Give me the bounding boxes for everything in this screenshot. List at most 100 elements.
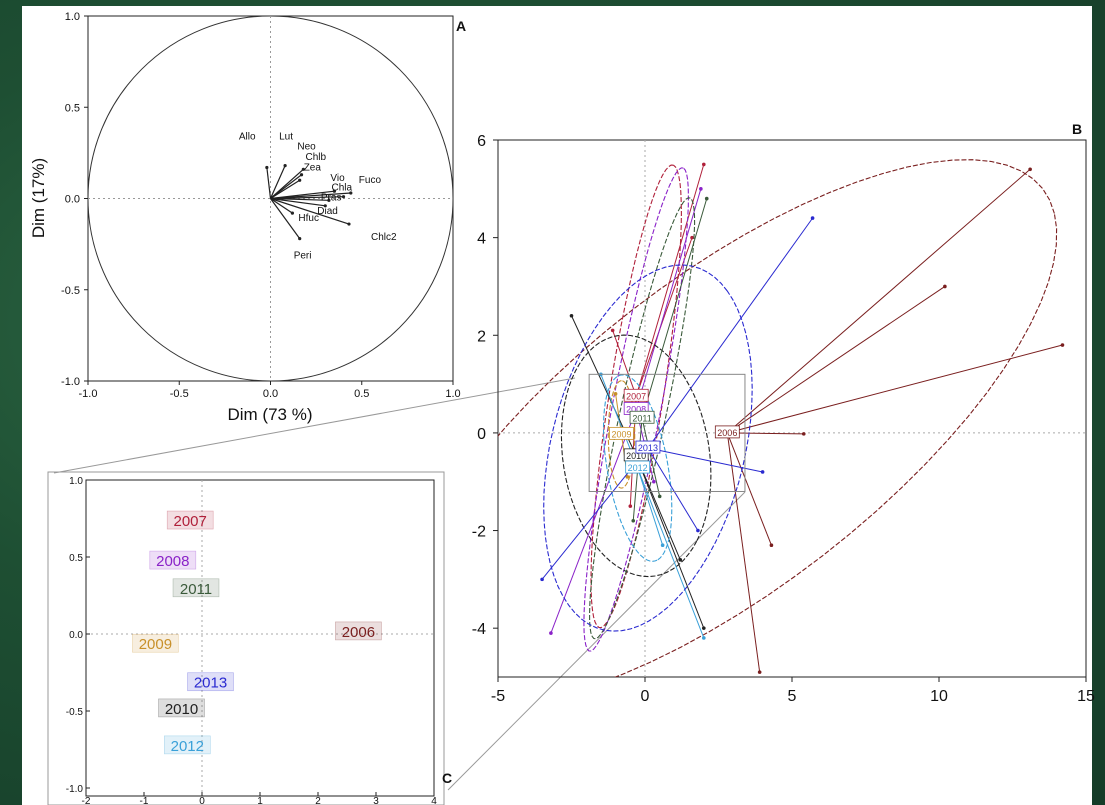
vector-pras xyxy=(270,197,329,201)
year-label-2010: 2010 xyxy=(165,701,198,718)
point-2013 xyxy=(540,577,544,582)
figure-panel xyxy=(22,6,1092,805)
point-2012 xyxy=(660,543,665,547)
panel-a-ytick-label: -0.5 xyxy=(61,285,80,297)
spoke-2008 xyxy=(550,409,637,634)
panel-c-ytick-label: 1.0 xyxy=(69,476,83,487)
centroid-box-2006 xyxy=(714,425,740,439)
centroid-box-2007 xyxy=(623,388,649,402)
ellipse-2006 xyxy=(498,159,1058,677)
spoke-2006 xyxy=(726,168,1031,434)
point-2013 xyxy=(760,470,765,474)
panel-c-xtick-label: 0 xyxy=(199,796,205,805)
centroid-label-2008: 2008 xyxy=(626,404,646,414)
ellipse-2011 xyxy=(589,197,696,640)
panel-c-letter: C xyxy=(442,770,452,786)
ellipse-2013 xyxy=(543,264,753,632)
panel-a-xlabel: Dim (73 %) xyxy=(227,405,312,424)
vector-label-hfuc: Hfuc xyxy=(298,213,319,224)
vector-chlc2 xyxy=(270,197,350,225)
ellipse-2012 xyxy=(602,374,673,562)
point-2011 xyxy=(631,518,636,523)
spoke-2007 xyxy=(635,164,705,397)
panel-c-xtick-label: 2 xyxy=(315,796,321,805)
centroid-label-2007: 2007 xyxy=(626,391,646,401)
panel-a-xtick-label: -0.5 xyxy=(170,388,189,400)
vector-diad xyxy=(270,197,326,207)
panel-b-letter: B xyxy=(1072,121,1082,137)
point-2007 xyxy=(628,504,633,508)
spoke-2011 xyxy=(641,418,661,497)
point-2010 xyxy=(702,626,706,630)
spoke-2010 xyxy=(635,455,705,629)
vector-tip-pras xyxy=(327,198,331,202)
vector-tip-lut xyxy=(283,164,287,168)
panel-c-xtick-label: 1 xyxy=(257,796,263,805)
point-2011 xyxy=(704,196,709,201)
point-2011 xyxy=(657,494,662,499)
panel-c-ytick-label: 0.0 xyxy=(69,630,83,641)
year-label-2008: 2008 xyxy=(156,553,189,570)
vector-chla xyxy=(270,196,344,200)
panel-c-centroids: -2 -1 0 1 2 3 4 -1.0 -0.5 0.0 0.5 1.0 2007 2008 2011 2… xyxy=(47,471,452,805)
point-2008 xyxy=(549,631,553,635)
group-2006 xyxy=(498,159,1065,677)
year-label-2012: 2012 xyxy=(171,738,204,755)
ellipse-2007 xyxy=(590,164,682,629)
panel-c-xtick-label: 4 xyxy=(431,796,437,805)
vector-label-diad: Diad xyxy=(317,206,338,217)
panel-a-xtick-label: 1.0 xyxy=(445,388,460,400)
point-2006 xyxy=(943,284,947,289)
spoke-2006 xyxy=(727,344,1063,434)
point-2008 xyxy=(699,187,703,191)
vector-label-peri: Peri xyxy=(294,251,312,262)
year-label-2007: 2007 xyxy=(174,513,207,530)
vector-tip-neo xyxy=(301,167,305,171)
spoke-2006 xyxy=(727,286,946,434)
panel-b-ytick-label: 4 xyxy=(477,231,486,248)
panel-b-xtick-label: 0 xyxy=(641,688,650,705)
group-2013 xyxy=(540,216,815,632)
vector-tip-diad xyxy=(323,204,327,208)
year-label-box-2006 xyxy=(335,621,382,641)
vector-allo xyxy=(266,167,272,199)
vector-tip-zea xyxy=(298,178,302,182)
year-label-box-2010 xyxy=(158,698,205,718)
spoke-2012 xyxy=(637,467,664,546)
panel-a-letter: A xyxy=(456,18,466,34)
vector-label-pras: Pras xyxy=(321,192,342,203)
panel-b-xtick-label: -5 xyxy=(491,688,505,705)
centroid-label-2006: 2006 xyxy=(717,428,737,438)
spoke-2006 xyxy=(726,432,772,546)
panel-c-xtick-label: -1 xyxy=(140,796,149,805)
panel-c-ytick-label: 0.5 xyxy=(69,553,83,564)
centroid-label-2009: 2009 xyxy=(611,429,631,439)
group-2011 xyxy=(589,196,709,640)
point-2007 xyxy=(702,162,706,167)
spoke-2013 xyxy=(647,217,813,449)
vector-tip-allo xyxy=(265,165,269,170)
year-label-2006: 2006 xyxy=(342,624,375,641)
panel-a-ytick-label: 0.0 xyxy=(65,194,80,206)
centroid-box-2013 xyxy=(635,440,661,454)
year-label-box-2008 xyxy=(149,550,197,570)
vector-lut xyxy=(269,165,286,199)
centroid-label-2010: 2010 xyxy=(626,451,646,461)
panel-a-xtick-label: 0.0 xyxy=(263,388,278,400)
vector-label-zea: Zea xyxy=(304,162,322,173)
centroid-box-2009 xyxy=(609,426,634,440)
point-2008 xyxy=(652,479,656,484)
panel-b-ytick-label: -4 xyxy=(472,621,486,638)
spoke-2011 xyxy=(641,198,708,419)
year-label-box-2012 xyxy=(164,735,211,755)
panel-a-ylabel: Dim (17%) xyxy=(29,158,48,238)
panel-a-ytick-label: -1.0 xyxy=(61,376,80,388)
vector-peri xyxy=(270,198,301,240)
centroid-label-2011: 2011 xyxy=(632,413,651,423)
panel-b-xtick-label: 15 xyxy=(1077,688,1095,705)
spoke-2008 xyxy=(635,188,702,410)
vector-hfuc xyxy=(270,198,293,214)
point-2009 xyxy=(613,392,618,396)
